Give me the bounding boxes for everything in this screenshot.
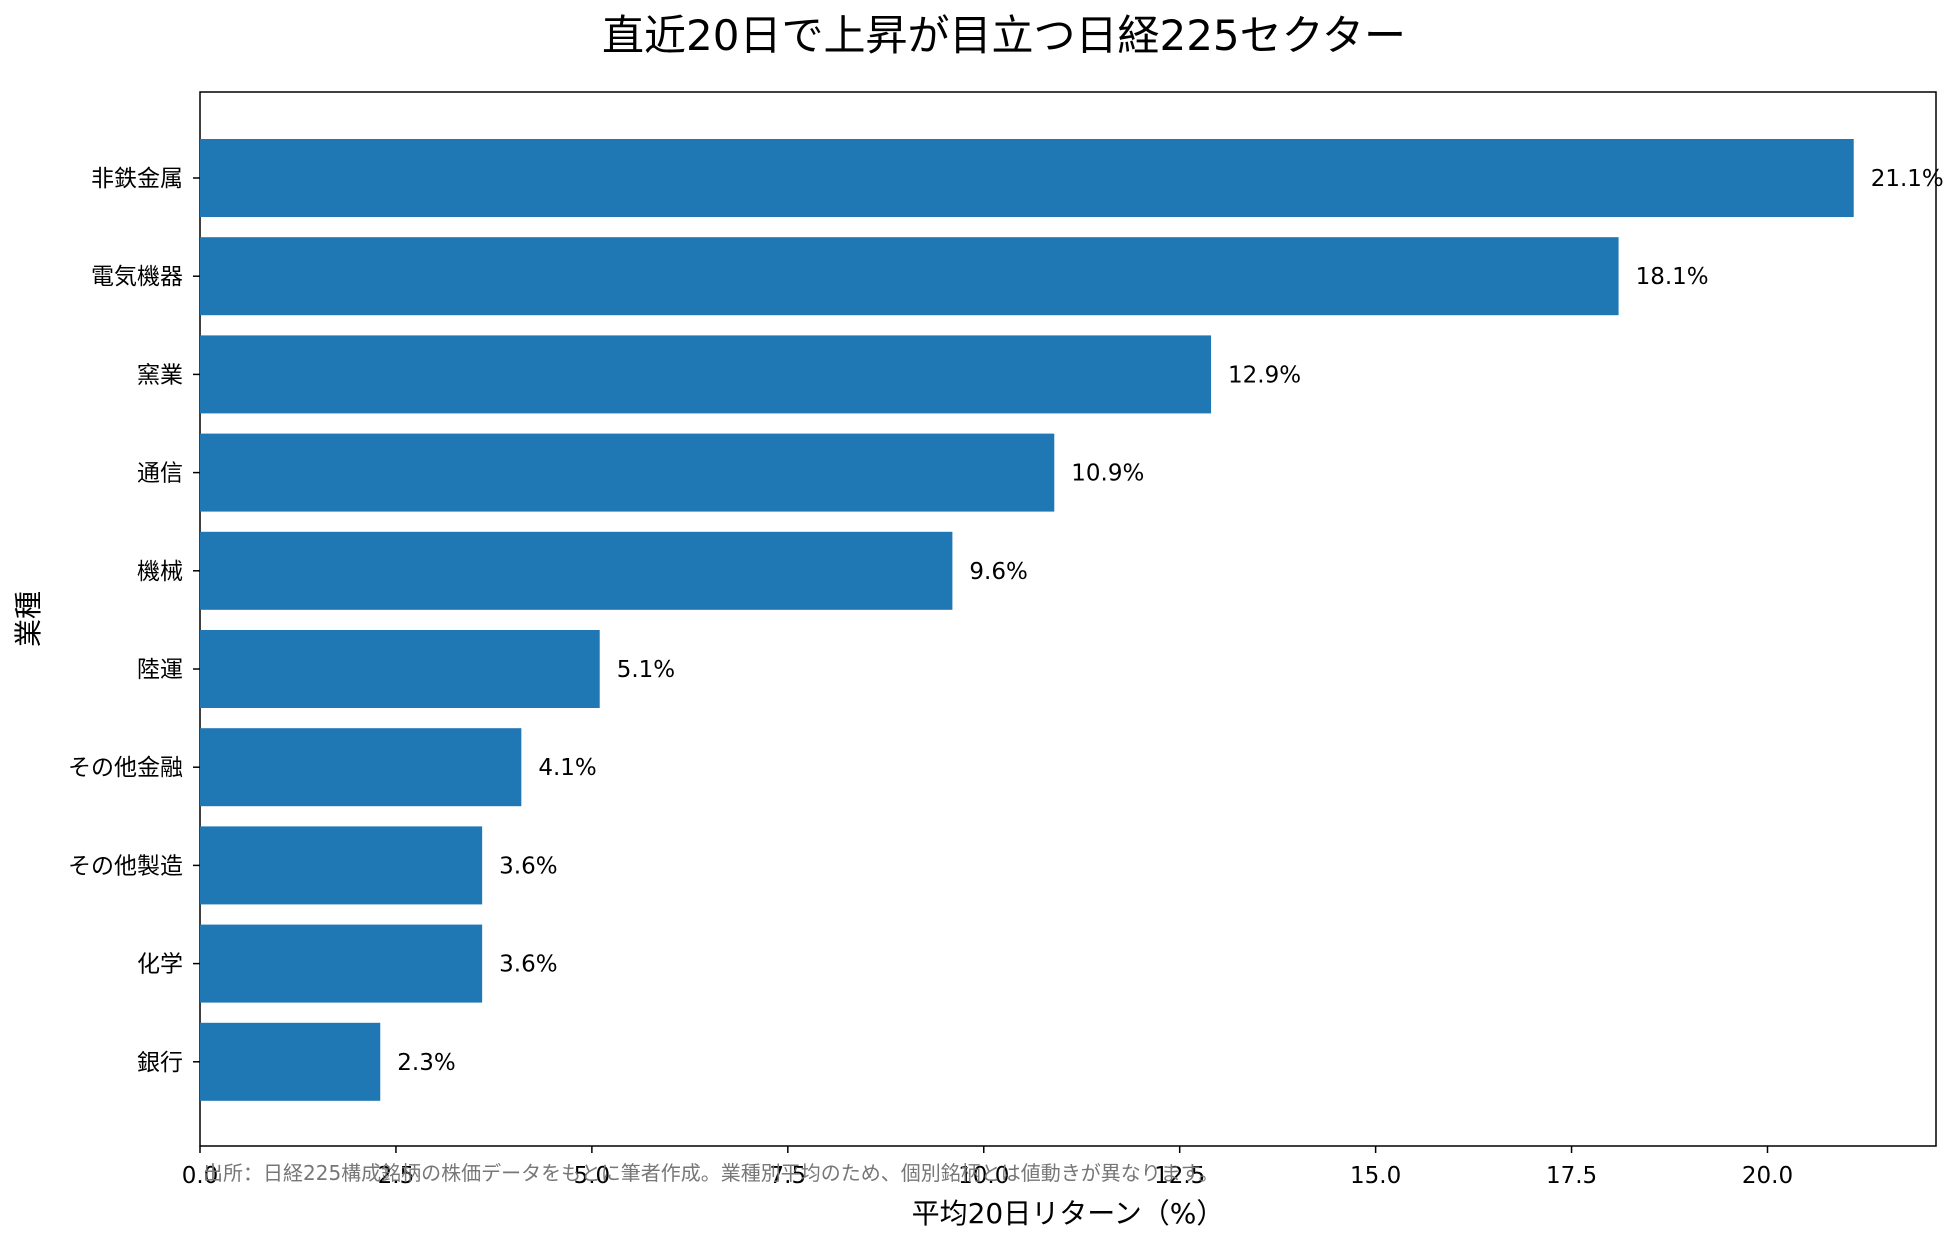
x-tick-label: 0.0	[182, 1163, 219, 1189]
y-tick-label: 陸運	[137, 657, 183, 683]
y-tick-label: 非鉄金属	[91, 166, 183, 192]
chart-title: 直近20日で上昇が目立つ日経225セクター	[602, 11, 1406, 60]
data-label: 5.1%	[617, 657, 675, 683]
bar	[200, 630, 600, 708]
data-label: 3.6%	[499, 853, 557, 879]
bar	[200, 924, 483, 1003]
bar	[200, 728, 522, 807]
y-tick-label: 通信	[137, 461, 183, 487]
data-label: 21.1%	[1871, 166, 1944, 192]
y-tick-label: 機械	[137, 559, 183, 585]
y-tick-label: その他金融	[68, 755, 183, 781]
y-axis-label: 業種	[12, 591, 45, 647]
x-tick-label: 12.5	[1154, 1163, 1205, 1189]
x-ticks-group: 0.0 2.5 5.0 7.5 10.0 12.5 15.0 17.5 20.0	[182, 1146, 1793, 1189]
data-label: 9.6%	[969, 559, 1027, 585]
x-tick-label: 5.0	[574, 1163, 611, 1189]
data-label: 18.1%	[1636, 264, 1709, 290]
bar	[200, 335, 1212, 414]
bar	[200, 826, 483, 905]
y-tick-label: その他製造	[68, 853, 183, 879]
plot-area	[199, 91, 1937, 1147]
y-tick-label: 電気機器	[91, 264, 183, 290]
data-label: 10.9%	[1071, 461, 1144, 487]
y-tick-label: 銀行	[137, 1050, 183, 1076]
bar	[200, 237, 1619, 316]
data-label: 4.1%	[538, 755, 596, 781]
bar	[200, 531, 953, 610]
bar	[200, 433, 1055, 512]
x-tick-label: 20.0	[1742, 1163, 1793, 1189]
data-label: 2.3%	[397, 1050, 455, 1076]
bar	[200, 139, 1854, 217]
data-label: 12.9%	[1228, 362, 1301, 388]
x-axis-label: 平均20日リターン（%）	[912, 1197, 1225, 1230]
data-label: 3.6%	[499, 952, 557, 978]
y-tick-label: 化学	[137, 952, 183, 978]
footnote: 出所：日経225構成銘柄の株価データをもとに筆者作成。業種別平均のため、個別銘柄…	[203, 1161, 1219, 1185]
bars-group: 21.1% 18.1% 12.9% 10.9% 9.6% 5.1% 4.1% 3.6% 3.6%…	[200, 139, 1944, 1101]
x-tick-label: 15.0	[1350, 1163, 1401, 1189]
x-tick-label: 10.0	[958, 1163, 1009, 1189]
x-tick-label: 2.5	[378, 1163, 415, 1189]
x-tick-label: 7.5	[770, 1163, 807, 1189]
y-tick-label: 窯業	[137, 362, 183, 388]
x-tick-label: 17.5	[1546, 1163, 1597, 1189]
bar	[200, 1022, 381, 1101]
